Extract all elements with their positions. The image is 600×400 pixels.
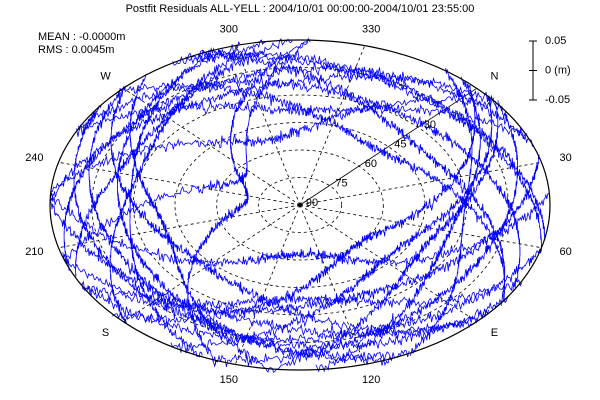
scale-label: 0 (m): [545, 64, 571, 76]
rms-annotation: RMS : 0.0045m: [38, 44, 114, 56]
residual-trace: [198, 49, 506, 306]
residual-trace: [315, 76, 481, 373]
residual-trace: [172, 50, 542, 252]
residual-trace: [49, 68, 495, 202]
azimuth-label: 240: [25, 152, 43, 164]
azimuth-line: [299, 204, 366, 365]
residual-trace: [185, 48, 546, 241]
azimuth-label: N: [490, 71, 498, 83]
azimuth-label: 300: [220, 24, 238, 36]
azimuth-label: 150: [220, 374, 238, 386]
azimuth-line: [58, 161, 301, 206]
azimuth-label: 210: [25, 246, 43, 258]
scale-label: -0.05: [545, 94, 570, 106]
azimuth-line: [58, 204, 301, 249]
residual-trace: [64, 37, 311, 263]
residual-trace: [76, 99, 528, 141]
azimuth-line: [234, 45, 301, 206]
residual-trace: [115, 81, 506, 302]
residual-trace: [81, 277, 523, 311]
elevation-label: 45: [394, 139, 406, 151]
residual-trace: [88, 86, 410, 362]
azimuth-label: S: [102, 327, 109, 339]
azimuth-line: [299, 204, 477, 323]
residual-trace: [73, 104, 509, 352]
azimuth-label: 120: [362, 374, 380, 386]
azimuth-line: [299, 204, 542, 249]
residual-trace: [50, 192, 550, 268]
azimuth-label: 330: [362, 24, 380, 36]
azimuth-label: W: [100, 71, 111, 83]
azimuth-label: E: [491, 327, 498, 339]
residual-trace: [110, 85, 479, 336]
azimuth-label: 30: [560, 152, 572, 164]
azimuth-line: [234, 204, 301, 365]
azimuth-line: [299, 161, 542, 206]
residual-trace: [81, 245, 542, 344]
center-mark: [298, 203, 302, 207]
elevation-label: 75: [335, 177, 347, 189]
residual-trace: [409, 68, 473, 357]
elevation-ring: [257, 177, 343, 233]
azimuth-line: [299, 87, 477, 206]
elevation-label: 30: [424, 119, 436, 131]
residual-trace: [78, 76, 521, 293]
mean-annotation: MEAN : -0.0000m: [38, 31, 125, 43]
residual-trace: [75, 38, 293, 277]
residual-trace: [129, 73, 271, 373]
azimuth-label: 60: [560, 246, 572, 258]
residual-trace: [187, 38, 309, 365]
residual-trace: [63, 62, 533, 272]
elevation-label: 90: [306, 197, 318, 209]
residual-traces: [49, 37, 550, 374]
residual-trace: [270, 101, 499, 374]
elevation-ring: [216, 149, 384, 261]
elevation-label: 60: [365, 158, 377, 170]
horizon: [49, 39, 551, 371]
scale-label: 0.05: [545, 35, 566, 47]
chart-title: Postfit Residuals ALL-YELL : 2004/10/01 …: [126, 3, 475, 15]
